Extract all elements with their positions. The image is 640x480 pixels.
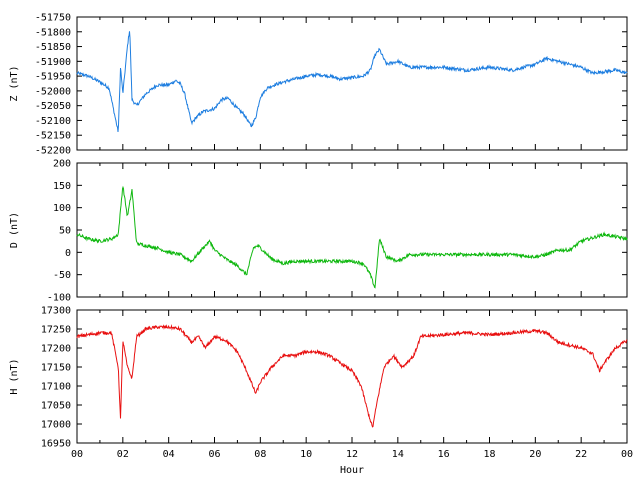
panel-frame [76,162,628,298]
y-tick-label: 50 [59,226,71,237]
x-tick-label: 00 [71,449,83,460]
y-tick-label: -52100 [35,116,71,127]
panel-frame [76,16,628,151]
x-tick-label: 16 [438,449,450,460]
y-tick-label: 200 [53,159,71,170]
y-tick-label: 150 [53,181,71,192]
y-tick-label: -52200 [35,146,71,157]
y-tick-label: 16950 [41,439,71,450]
y-tick-label: -52050 [35,101,71,112]
y-tick-label: 0 [65,248,71,259]
x-tick-label: 04 [163,449,175,460]
y-tick-label: 17000 [41,420,71,431]
x-tick-label: 10 [300,449,312,460]
y-tick-label: -51800 [35,27,71,38]
y-tick-label: -51850 [35,42,71,53]
y-tick-label: 17100 [41,382,71,393]
y-tick-label: -50 [53,270,71,281]
y-tick-label: 17200 [41,344,71,355]
x-axis-label: Hour [340,465,364,476]
x-tick-label: 02 [117,449,129,460]
y-tick-label: 17250 [41,325,71,336]
y-axis-label: H (nT) [9,358,20,394]
x-tick-label: 00 [621,449,633,460]
y-axis-label: D (nT) [9,212,20,248]
panel-frame [76,309,628,444]
x-tick-label: 08 [254,449,266,460]
y-tick-label: 17050 [41,401,71,412]
x-tick-label: 14 [392,449,404,460]
y-tick-label: -52000 [35,86,71,97]
x-tick-label: 18 [483,449,495,460]
panel-0: -51750 -51800 -51850 -51900 -51950 -52000 -520… [9,13,628,157]
panel-1: 200 150 100 50 0 -50 -100 D (nT) [9,159,628,304]
y-tick-label: 17300 [41,306,71,317]
y-axis-label: Z (nT) [9,65,20,101]
x-tick-label: 20 [529,449,541,460]
x-tick-label: 22 [575,449,587,460]
series-line-d [76,185,628,289]
y-tick-label: 17150 [41,363,71,374]
x-tick-label: 06 [208,449,220,460]
y-tick-label: -51950 [35,72,71,83]
y-tick-label: -51900 [35,57,71,68]
series-line-z [76,31,628,133]
y-tick-label: 100 [53,203,71,214]
series-line-h [76,324,628,428]
x-tick-label: 12 [346,449,358,460]
panel-2: 17300 17250 17200 17150 17100 17050 17000 16950… [9,306,633,477]
y-tick-label: -100 [47,293,71,304]
y-tick-label: -52150 [35,131,71,142]
y-tick-label: -51750 [35,13,71,24]
